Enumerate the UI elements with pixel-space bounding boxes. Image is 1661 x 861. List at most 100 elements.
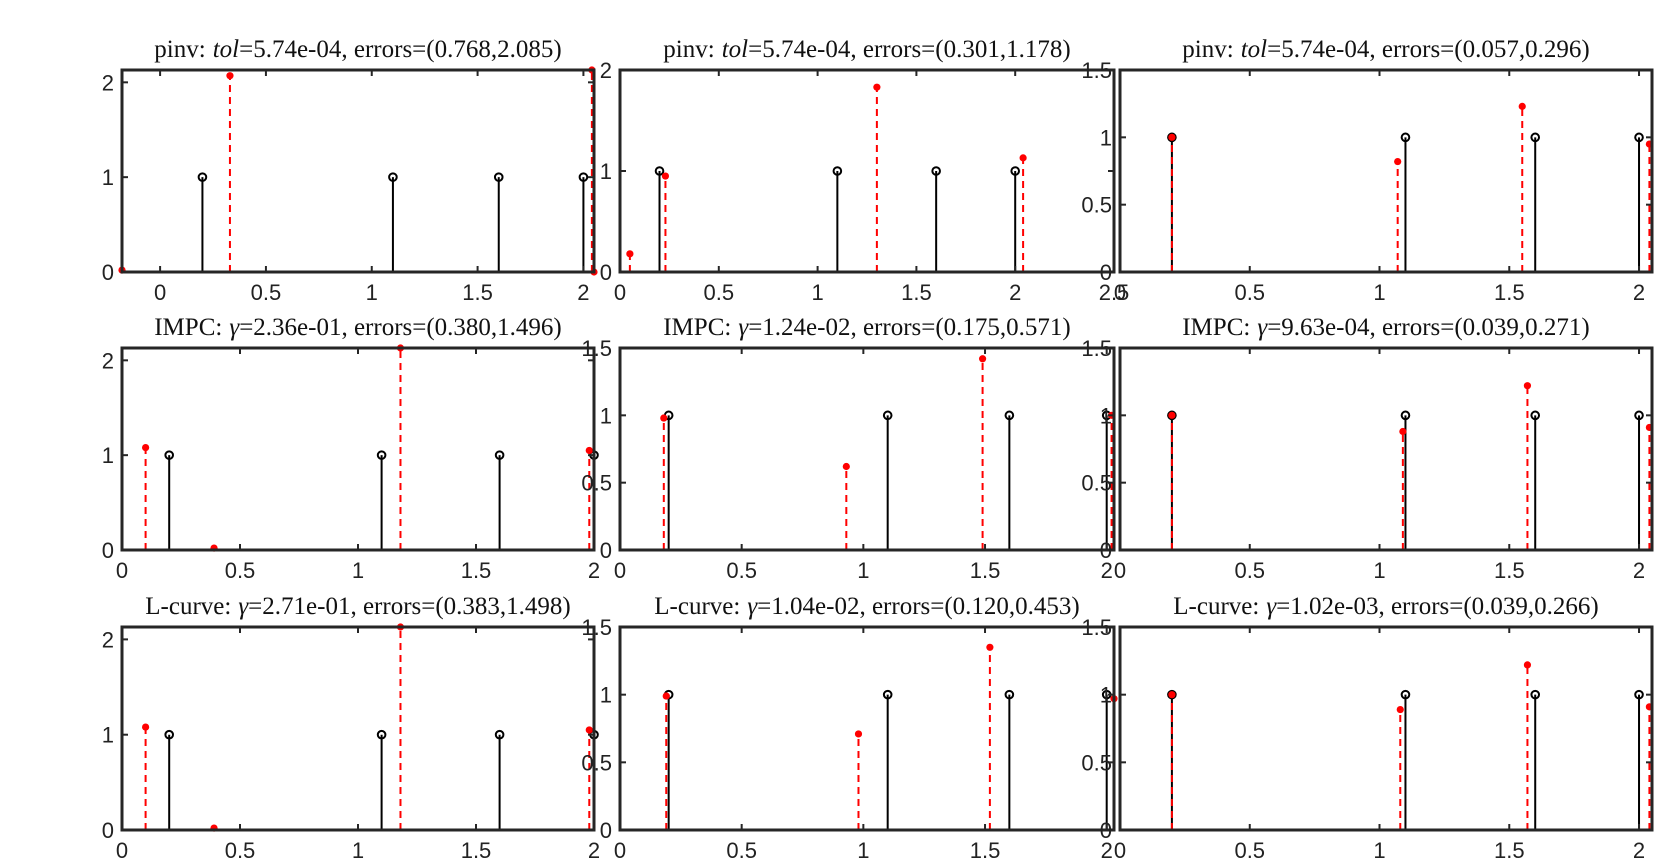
axes-box (1118, 625, 1654, 832)
x-tick-label: 1.5 (970, 838, 1001, 861)
y-tick-label: 1 (1100, 125, 1112, 150)
x-tick-label: 0 (1114, 280, 1126, 305)
estimate-stem-marker (873, 83, 881, 91)
truth-series (164, 729, 599, 830)
truth-stem-marker (376, 729, 387, 740)
truth-series (654, 166, 1021, 272)
truth-stem-marker (494, 450, 505, 460)
x-tick-label: 0 (614, 280, 626, 305)
title-method: pinv: (1182, 36, 1233, 63)
title-param-value: =1.04e-02, errors=(0.120,0.453) (757, 593, 1080, 620)
y-tick-label: 1.5 (1081, 615, 1112, 640)
y-tick-label: 1.5 (581, 336, 612, 361)
y-tick-label: 0 (600, 538, 612, 563)
x-tick-label: 0.5 (251, 280, 282, 305)
x-tick-label: 0.5 (726, 838, 757, 861)
estimate-stem-marker (662, 692, 670, 700)
y-tick-label: 0.5 (1081, 471, 1112, 496)
x-tick-label: 2 (1633, 558, 1645, 583)
x-tick-label: 2 (1633, 280, 1645, 305)
estimate-stem-marker (585, 446, 593, 455)
estimate-stem-marker (1168, 691, 1176, 699)
title-param-symbol: tol (722, 36, 748, 63)
title-param-value: =9.63e-04, errors=(0.039,0.271) (1267, 314, 1590, 341)
x-tick-label: 0.5 (726, 558, 757, 583)
subplot-title: pinv: tol=5.74e-04, errors=(0.057,0.296) (1182, 36, 1589, 63)
x-tick-label: 1 (1373, 558, 1385, 583)
truth-stem-marker (1004, 689, 1015, 700)
title-method: L-curve: (145, 593, 231, 620)
title-method: IMPC: (154, 314, 222, 341)
title-method: pinv: (663, 36, 714, 63)
x-tick-label: 0 (1114, 558, 1126, 583)
y-tick-label: 0 (1100, 260, 1112, 285)
estimate-stem-marker (978, 355, 987, 363)
x-tick-label: 1.5 (461, 558, 492, 583)
truth-stem-marker (1400, 689, 1411, 700)
title-method: pinv: (154, 36, 205, 63)
estimate-stem-marker (1168, 133, 1176, 141)
x-tick-label: 1 (857, 558, 869, 583)
x-tick-label: 1 (352, 838, 364, 861)
estimate-stem-marker (1518, 102, 1526, 110)
subplot-title: L-curve: γ=1.04e-02, errors=(0.120,0.453) (654, 593, 1080, 620)
title-param-value: =2.36e-01, errors=(0.380,1.496) (239, 314, 562, 341)
y-tick-label: 0.5 (581, 471, 612, 496)
title-param-value: =2.71e-01, errors=(0.383,1.498) (248, 593, 571, 620)
x-tick-label: 0 (116, 838, 128, 861)
estimate-series (142, 344, 593, 552)
truth-stem-marker (1530, 689, 1541, 700)
subplot-r1-c1: pinv: tol=5.74e-04, errors=(0.768,2.085) 0… (102, 36, 598, 305)
truth-stem-marker (494, 729, 505, 740)
subplot-title: IMPC: γ=2.36e-01, errors=(0.380,1.496) (154, 314, 562, 341)
y-tick-label: 2 (600, 58, 612, 83)
truth-stem-marker (882, 410, 893, 421)
title-param-value: =5.74e-04, errors=(0.057,0.296) (1267, 36, 1590, 63)
y-tick-label: 2 (102, 348, 114, 373)
truth-stem-marker (931, 166, 941, 176)
subplot-title: L-curve: γ=2.71e-01, errors=(0.383,1.498) (145, 593, 571, 620)
y-tick-label: 1 (1100, 683, 1112, 708)
title-method: IMPC: (1182, 314, 1250, 341)
title-param-symbol: γ (229, 314, 240, 341)
x-tick-label: 1.5 (461, 838, 492, 861)
truth-series (1167, 410, 1644, 550)
y-tick-label: 0 (102, 260, 114, 285)
estimate-stem-marker (142, 443, 150, 452)
estimate-stem-marker (142, 723, 150, 731)
y-tick-label: 0 (1100, 538, 1112, 563)
title-param-symbol: γ (738, 314, 749, 341)
truth-stem-marker (1530, 132, 1541, 143)
estimate-stem-marker (1523, 661, 1532, 669)
x-tick-label: 1 (811, 280, 823, 305)
estimate-stem-marker (1396, 705, 1404, 714)
truth-series (663, 689, 1112, 830)
y-tick-label: 0.5 (1081, 750, 1112, 775)
truth-stem-marker (1004, 410, 1015, 421)
y-tick-label: 0 (1100, 818, 1112, 843)
truth-stem-marker (493, 172, 504, 182)
subplot-r2-c2: IMPC: γ=1.24e-02, errors=(0.175,0.571) 0 0.… (581, 314, 1116, 583)
truth-stem-marker (1400, 132, 1411, 143)
y-tick-label: 1.5 (1081, 58, 1112, 83)
x-tick-label: 1.5 (1494, 558, 1525, 583)
y-tick-label: 1.5 (581, 615, 612, 640)
y-tick-label: 0.5 (1081, 193, 1112, 218)
x-tick-label: 1 (1373, 280, 1385, 305)
title-param-symbol: γ (1257, 314, 1268, 341)
estimate-stem-marker (1168, 411, 1176, 419)
truth-stem-marker (654, 166, 665, 176)
truth-stem-marker (164, 729, 174, 740)
axes-box (618, 68, 1116, 274)
truth-series (663, 410, 1112, 550)
title-param-symbol: γ (238, 593, 249, 620)
axes-box (1118, 346, 1654, 552)
truth-stem-marker (164, 450, 174, 460)
truth-stem-marker (1400, 410, 1411, 421)
y-tick-label: 1.5 (1081, 336, 1112, 361)
x-tick-label: 0.5 (1234, 280, 1265, 305)
axes-box (120, 68, 596, 274)
y-tick-label: 1 (1100, 403, 1112, 428)
x-tick-label: 0 (116, 558, 128, 583)
